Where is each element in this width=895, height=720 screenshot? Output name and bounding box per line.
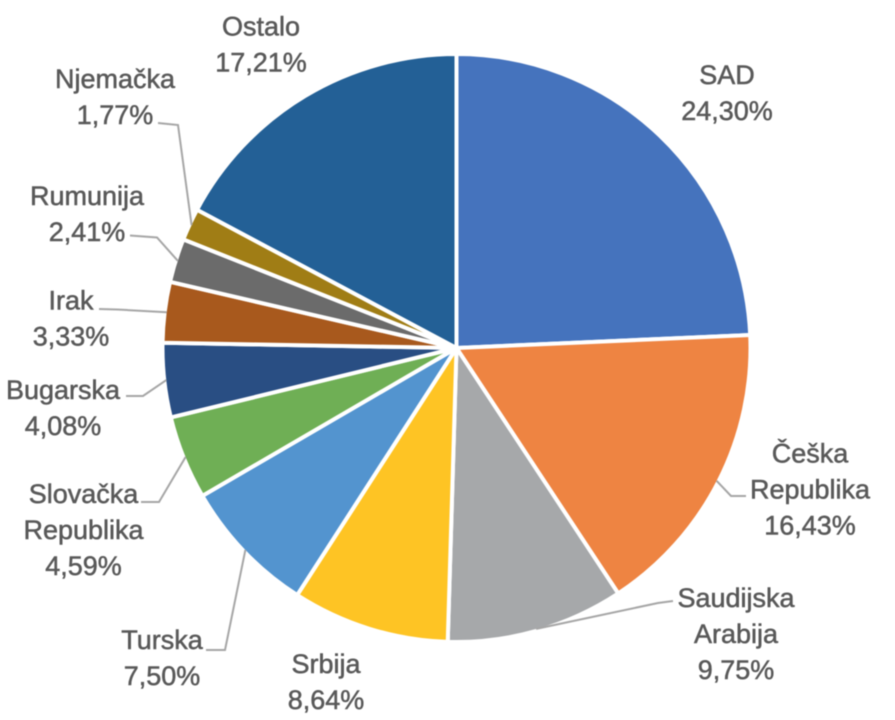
svg-text:8,64%: 8,64% (288, 685, 365, 715)
svg-text:16,43%: 16,43% (764, 511, 856, 541)
svg-text:9,75%: 9,75% (698, 655, 775, 685)
svg-text:1,77%: 1,77% (77, 100, 154, 130)
svg-text:Irak: Irak (48, 286, 94, 316)
svg-text:24,30%: 24,30% (681, 96, 773, 126)
svg-text:SAD: SAD (699, 60, 755, 90)
svg-text:Njemačka: Njemačka (55, 64, 176, 94)
svg-text:4,08%: 4,08% (25, 411, 102, 441)
svg-text:Arabija: Arabija (694, 619, 779, 649)
svg-text:4,59%: 4,59% (45, 551, 122, 581)
svg-text:Turska: Turska (121, 625, 203, 655)
svg-text:7,50%: 7,50% (124, 661, 201, 691)
svg-text:Srbija: Srbija (291, 649, 361, 679)
svg-text:Saudijska: Saudijska (677, 583, 795, 613)
svg-text:Bugarska: Bugarska (6, 375, 121, 405)
svg-text:Republika: Republika (750, 475, 871, 505)
svg-text:17,21%: 17,21% (215, 48, 307, 78)
svg-text:Rumunija: Rumunija (30, 181, 145, 211)
svg-text:Slovačka: Slovačka (29, 479, 140, 509)
svg-text:2,41%: 2,41% (49, 217, 126, 247)
svg-text:Republika: Republika (23, 515, 144, 545)
svg-text:Češka: Češka (772, 438, 850, 469)
svg-text:Ostalo: Ostalo (222, 12, 300, 42)
svg-text:3,33%: 3,33% (33, 322, 110, 352)
